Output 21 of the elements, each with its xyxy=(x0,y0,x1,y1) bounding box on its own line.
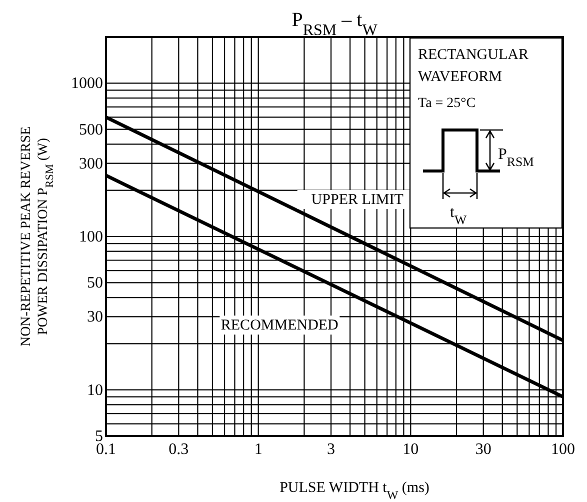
x-tick-label: 3 xyxy=(327,441,336,458)
chart-title: P$_{RSM}$ – t$_{W}$ xyxy=(292,9,378,38)
y-tick-label: 100 xyxy=(79,228,103,246)
annotation: t$_{W}$ xyxy=(450,204,468,227)
x-tick-label: 10 xyxy=(402,441,419,458)
x-tick-label: 100 xyxy=(551,441,575,458)
annotation: P$_{RSM}$ xyxy=(498,146,534,169)
y-tick-label: 30 xyxy=(87,308,103,326)
y-tick-label: 300 xyxy=(79,155,103,172)
x-tick-label: 30 xyxy=(475,441,492,458)
x-tick-label: 0.3 xyxy=(168,441,189,458)
series-label: UPPER LIMIT xyxy=(311,192,404,208)
y-tick-label: 500 xyxy=(79,121,103,138)
series-label: RECOMMENDED xyxy=(220,318,339,334)
x-axis-title: PULSE WIDTH t$_{W}$ (ms) xyxy=(280,480,430,502)
y-tick-label: 50 xyxy=(87,274,103,292)
y-tick-label: 1000 xyxy=(71,75,103,92)
x-tick-label: 1 xyxy=(254,441,262,458)
annotation: RECTANGULAR WAVEFORM xyxy=(418,47,528,85)
annotation: Ta = 25°C xyxy=(418,96,476,111)
y-tick-label: 10 xyxy=(87,382,103,399)
